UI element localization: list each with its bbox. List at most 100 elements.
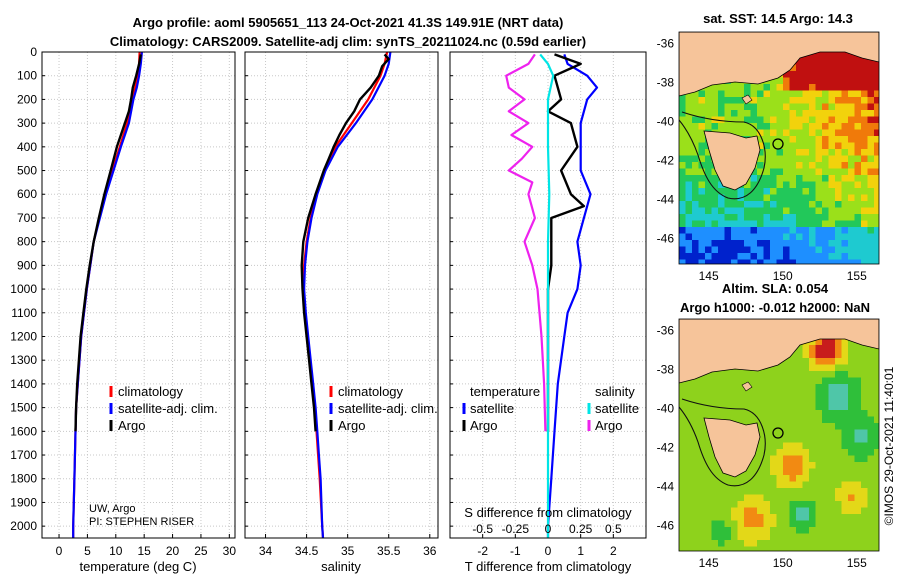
map-cell bbox=[776, 390, 784, 398]
map-cell bbox=[841, 488, 849, 495]
map-cell bbox=[692, 240, 699, 247]
map-cell bbox=[867, 116, 875, 124]
map-cell bbox=[724, 494, 732, 502]
map-cell bbox=[783, 410, 790, 417]
map-cell bbox=[698, 233, 706, 241]
title-line-2: Climatology: CARS2009. Satellite-adj cli… bbox=[110, 34, 586, 49]
map-cell bbox=[724, 214, 732, 221]
map-cell bbox=[776, 475, 784, 482]
map-cell bbox=[737, 546, 745, 551]
map-cell bbox=[867, 423, 875, 430]
map-cell bbox=[861, 481, 868, 489]
map-cell bbox=[744, 84, 751, 91]
map-cell bbox=[854, 546, 862, 551]
map-cell bbox=[822, 377, 829, 385]
difference-xlabel-salinity: S difference from climatology bbox=[464, 505, 632, 520]
map-cell bbox=[711, 371, 719, 378]
map-cell bbox=[757, 527, 764, 534]
map-cell bbox=[809, 455, 816, 463]
map-cell bbox=[802, 468, 810, 476]
map-cell bbox=[809, 364, 816, 372]
map-cell bbox=[770, 546, 777, 551]
map-cell bbox=[789, 97, 797, 104]
map-cell bbox=[841, 397, 849, 404]
map-cell bbox=[854, 227, 862, 234]
map-cell bbox=[750, 110, 758, 117]
map-cell bbox=[848, 214, 855, 221]
map-cell bbox=[776, 449, 784, 456]
map-cell bbox=[867, 410, 875, 417]
map-cell bbox=[861, 162, 868, 169]
map-cell bbox=[770, 410, 777, 417]
map-cell bbox=[789, 90, 797, 98]
map-cell bbox=[692, 136, 699, 143]
map-cell bbox=[835, 338, 842, 346]
map-cell bbox=[737, 397, 745, 404]
legend-t-satellite-label: satellite bbox=[470, 401, 514, 416]
map-cell bbox=[802, 475, 810, 482]
map-cell bbox=[828, 214, 836, 221]
map-cell bbox=[835, 468, 842, 476]
map-cell bbox=[874, 527, 879, 534]
map-cell bbox=[718, 188, 725, 195]
map-cell bbox=[750, 384, 758, 391]
map-cell bbox=[815, 123, 823, 130]
map-cell bbox=[783, 188, 790, 195]
map-cell bbox=[705, 462, 712, 469]
map-cell bbox=[867, 345, 875, 352]
map-cell bbox=[822, 240, 829, 247]
map-cell bbox=[828, 436, 836, 443]
map-cell bbox=[841, 71, 849, 78]
map-cell bbox=[848, 371, 855, 378]
map-cell bbox=[848, 488, 855, 495]
map-cell bbox=[828, 540, 836, 547]
map-cell bbox=[783, 481, 790, 489]
map-cell bbox=[750, 462, 758, 469]
map-cell bbox=[692, 123, 699, 130]
map-cell bbox=[711, 488, 719, 495]
map-cell bbox=[848, 338, 855, 346]
map-cell bbox=[705, 227, 712, 234]
map-cell bbox=[854, 123, 862, 130]
map-cell bbox=[822, 207, 829, 215]
map-cell bbox=[776, 220, 784, 228]
map-cell bbox=[802, 188, 810, 195]
map-cell bbox=[796, 436, 803, 443]
map-cell bbox=[828, 246, 836, 254]
map-cell bbox=[835, 90, 842, 98]
map-cell bbox=[770, 364, 777, 372]
map-cell bbox=[874, 240, 879, 247]
map-cell bbox=[770, 455, 777, 463]
map-cell bbox=[867, 507, 875, 515]
map-cell bbox=[835, 371, 842, 378]
map-cell bbox=[867, 240, 875, 247]
map-cell bbox=[809, 123, 816, 130]
map-cell bbox=[815, 384, 823, 391]
map-cell bbox=[750, 540, 758, 547]
map-cell bbox=[737, 233, 745, 241]
map-cell bbox=[770, 168, 777, 176]
map-cell bbox=[718, 227, 725, 234]
map-cell bbox=[776, 84, 784, 91]
map-cell bbox=[698, 475, 706, 482]
map-cell bbox=[757, 246, 764, 254]
map-cell bbox=[789, 181, 797, 189]
map-cell bbox=[776, 188, 784, 195]
map-cell bbox=[848, 423, 855, 430]
map-cell bbox=[815, 58, 823, 65]
temperature-lines bbox=[72, 51, 143, 538]
map-cell bbox=[841, 110, 849, 117]
map-cell bbox=[692, 201, 699, 208]
map-cell bbox=[789, 533, 797, 541]
map-cell bbox=[685, 527, 693, 534]
map-cell bbox=[815, 423, 823, 430]
map-cell bbox=[737, 533, 745, 541]
map-cell bbox=[698, 501, 706, 508]
map-cell bbox=[692, 494, 699, 502]
map-cell bbox=[685, 494, 693, 502]
map-cell bbox=[711, 123, 719, 130]
difference-axes-frame bbox=[449, 51, 647, 539]
map-cell bbox=[815, 397, 823, 404]
legend-satellite-label: satellite-adj. clim. bbox=[118, 401, 218, 416]
map-cell bbox=[698, 488, 706, 495]
